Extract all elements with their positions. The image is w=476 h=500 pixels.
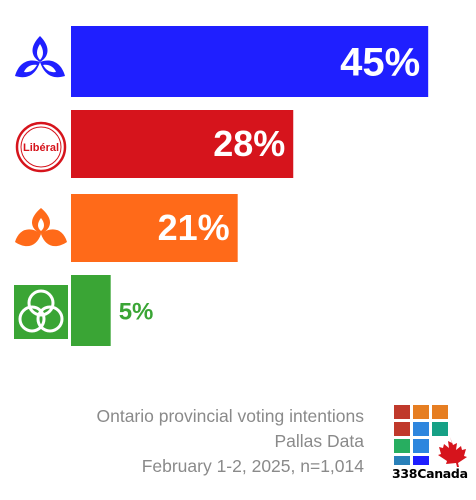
chart-footer: Ontario provincial voting intentions Pal… — [96, 404, 364, 479]
footer-dates: February 1-2, 2025, n=1,014 — [141, 456, 364, 476]
green-trillium-icon — [14, 285, 68, 339]
bar-chart: 45% 28% 21% 5% Libéral — [14, 26, 429, 346]
value-label-pc: 45% — [340, 41, 420, 85]
footer-pollster: Pallas Data — [274, 431, 365, 451]
pc-trillium-icon — [15, 36, 65, 78]
liberal-logo-icon: Libéral — [15, 121, 67, 173]
value-label-liberal: 28% — [213, 123, 285, 164]
bar-ndp — [71, 194, 238, 262]
338canada-grid-icon — [394, 405, 467, 467]
value-label-ndp: 21% — [158, 207, 230, 248]
brand-name: 338Canada — [392, 466, 468, 481]
bar-liberal — [71, 110, 294, 178]
value-label-green: 5% — [119, 299, 154, 326]
maple-leaf-icon — [438, 437, 467, 467]
ndp-trillium-icon — [15, 208, 67, 247]
338canada-logo: 338Canada — [392, 403, 468, 483]
bar-pc — [71, 26, 429, 97]
footer-title: Ontario provincial voting intentions — [96, 406, 364, 426]
liberal-logo-text: Libéral — [23, 142, 59, 154]
bar-green — [71, 275, 111, 346]
